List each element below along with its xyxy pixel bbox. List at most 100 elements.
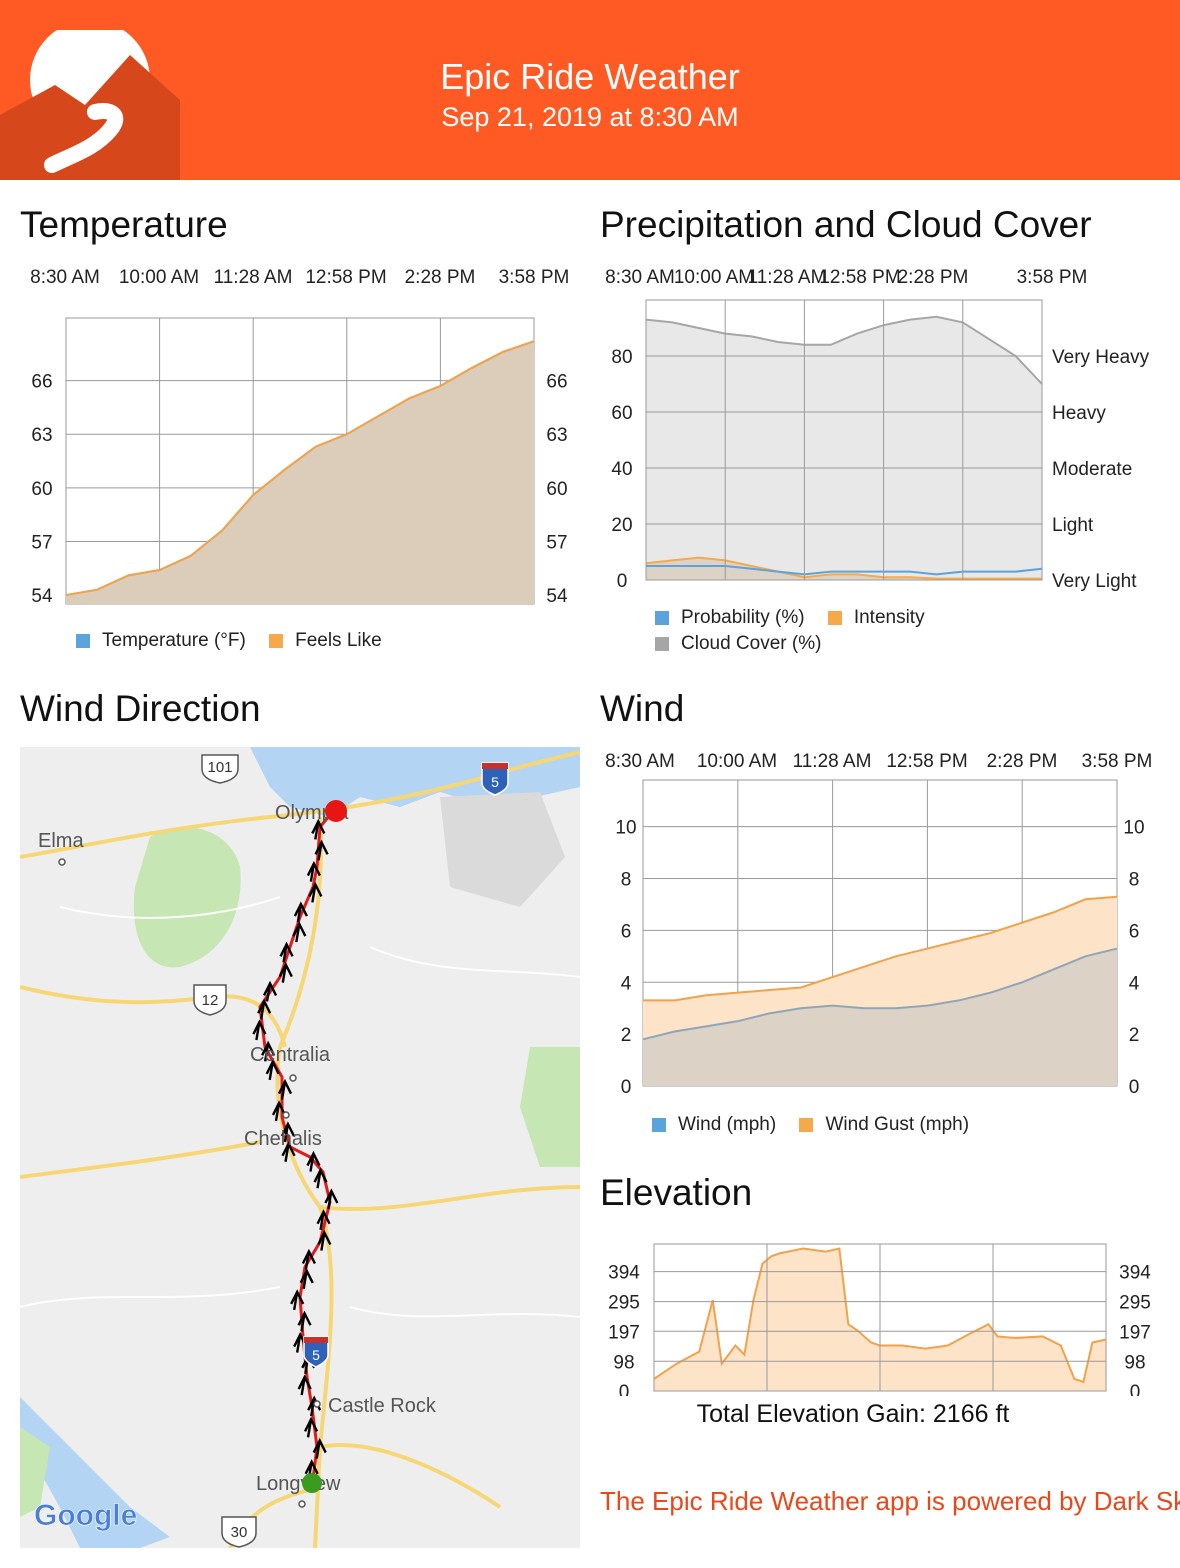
- x-tick-label: 10:00 AM: [697, 751, 777, 772]
- y-tick-label: 60: [611, 403, 632, 424]
- legend-swatch: [269, 634, 284, 648]
- y-tick-label: 0: [619, 1382, 630, 1396]
- y-tick-label-right: Heavy: [1052, 403, 1106, 424]
- y-tick-label-right: 0: [1130, 1382, 1141, 1396]
- y-tick-label: 57: [31, 532, 52, 553]
- y-tick-label-right: 57: [546, 532, 567, 553]
- wind-arrow-icon: [306, 860, 321, 882]
- temperature-area: [66, 341, 534, 604]
- y-tick-label-right: 394: [1119, 1263, 1151, 1284]
- elevation-line: [653, 1247, 1107, 1384]
- wind-direction-map[interactable]: 101 12 30 5 5 Olympia Elma Centralia: [20, 747, 580, 1548]
- intensity-line: [645, 556, 1042, 580]
- y-tick-label: 197: [608, 1322, 640, 1343]
- y-tick-label: 63: [31, 425, 52, 446]
- wind-chart: 8:30 AM 10:00 AM 11:28 AM 12:58 PM 2:28 PM 3:…: [605, 751, 1153, 1098]
- legend-label: Probability (%): [681, 607, 805, 628]
- hwy-30-label: 30: [231, 1524, 248, 1541]
- temperature-title: Temperature: [20, 204, 228, 245]
- y-tick-label-right: Light: [1052, 515, 1094, 536]
- wind-arrow-icon: [299, 1268, 314, 1290]
- y-tick-label-right: 197: [1119, 1322, 1151, 1343]
- wind-arrow-icon: [313, 1167, 328, 1189]
- cloud-cover-area: [646, 316, 1042, 580]
- park-area: [133, 827, 241, 968]
- legend-item: Temperature (°F): [76, 630, 246, 652]
- x-tick-label: 2:28 PM: [405, 267, 476, 288]
- y-tick-label: 0: [617, 571, 628, 592]
- wind-arrows: [252, 818, 339, 1480]
- city-centralia: Centralia: [250, 1044, 331, 1066]
- map-canvas[interactable]: 101 12 30 5 5 Olympia Elma Centralia: [20, 747, 580, 1548]
- wind-arrow-icon: [271, 1100, 287, 1122]
- y-tick-label-right: 63: [546, 425, 567, 446]
- y-tick-label: 60: [31, 479, 52, 500]
- intensity-area: [646, 557, 1042, 580]
- wind-title: Wind: [600, 688, 685, 729]
- legend-label: Intensity: [853, 607, 925, 628]
- wind-arrow-icon: [293, 901, 308, 923]
- y-tick-label: 2: [621, 1025, 632, 1046]
- cloud-cover-line: [645, 315, 1043, 385]
- wind-arrow-icon: [324, 1188, 339, 1210]
- powered-by-note[interactable]: The Epic Ride Weather app is powered by …: [600, 1486, 1180, 1516]
- x-tick-label: 10:00 AM: [119, 267, 199, 288]
- y-tick-label-right: 60: [546, 479, 567, 500]
- legend-label: Cloud Cover (%): [681, 633, 822, 654]
- wind-line: [642, 947, 1118, 1041]
- park-area: [520, 1047, 580, 1167]
- wind-arrow-icon: [281, 1141, 296, 1162]
- y-tick-label-right: 66: [546, 372, 567, 393]
- wind-arrow-icon: [317, 1229, 332, 1251]
- route-end-marker[interactable]: [325, 800, 347, 822]
- y-tick-label-right: Very Heavy: [1052, 347, 1150, 368]
- wind-arrow-icon: [297, 1374, 312, 1396]
- y-tick-label-right: 10: [1123, 818, 1144, 839]
- park-area: [20, 1427, 50, 1517]
- x-tick-label: 3:58 PM: [1017, 267, 1088, 288]
- wind-arrow-icon: [301, 1248, 316, 1270]
- total-elevation-gain: Total Elevation Gain: 2166 ft: [696, 1400, 1010, 1428]
- wind-arrow-icon: [290, 1289, 305, 1311]
- legend-item: Probability (%): [655, 606, 805, 630]
- y-tick-label: 10: [615, 818, 636, 839]
- y-tick-label: 394: [608, 1263, 640, 1284]
- temperature-chart: 8:30 AM 10:00 AM 11:28 AM 12:58 PM 2:28 PM 3:…: [30, 267, 569, 607]
- water-area: [380, 747, 465, 769]
- x-tick-label: 12:58 PM: [886, 751, 967, 772]
- wind-arrow-icon: [292, 921, 307, 943]
- x-tick-label: 3:58 PM: [1082, 751, 1153, 772]
- y-tick-label-right: 295: [1119, 1293, 1151, 1314]
- wind-arrow-icon: [311, 818, 326, 840]
- city-elma: Elma: [38, 830, 84, 852]
- route-start-marker[interactable]: [302, 1473, 322, 1493]
- y-tick-label-right: 8: [1129, 870, 1140, 891]
- wind-arrow-icon: [297, 1310, 312, 1332]
- legend-item: Intensity: [827, 606, 925, 630]
- x-tick-label: 11:28 AM: [214, 267, 293, 288]
- legend-item: Feels Like: [269, 630, 382, 652]
- y-tick-label: 8: [621, 870, 632, 891]
- road-mountain-logo-icon: [0, 30, 180, 180]
- elevation-title: Elevation: [600, 1172, 753, 1213]
- urban-area: [440, 792, 565, 907]
- city-chehalis: Chehalis: [244, 1128, 322, 1150]
- feels-like-line: [65, 340, 535, 597]
- x-tick-label: 8:30 AM: [30, 267, 100, 288]
- city-castle-rock: Castle Rock: [328, 1395, 437, 1417]
- ride-datetime: Sep 21, 2019 at 8:30 AM: [441, 102, 739, 132]
- probability-line: [646, 565, 1043, 576]
- google-logo[interactable]: Google: [34, 1499, 138, 1533]
- legend-swatch: [655, 637, 669, 651]
- y-tick-label: 295: [608, 1293, 640, 1314]
- wind-legend: Wind (mph) Wind Gust (mph): [652, 1114, 987, 1138]
- legend-label: Wind (mph): [678, 1114, 777, 1135]
- y-tick-label-right: 6: [1129, 921, 1140, 942]
- wind-arrow-icon: [277, 1078, 293, 1100]
- app-header: Epic Ride Weather Sep 21, 2019 at 8:30 A…: [0, 0, 1180, 180]
- river-area: [20, 1397, 170, 1548]
- minor-roads: [20, 896, 580, 1318]
- elevation-chart: 0 0 98 98 197 197 295 295 394 394: [608, 1243, 1151, 1396]
- i5-north-label: 5: [491, 774, 499, 790]
- y-tick-label: 6: [621, 921, 632, 942]
